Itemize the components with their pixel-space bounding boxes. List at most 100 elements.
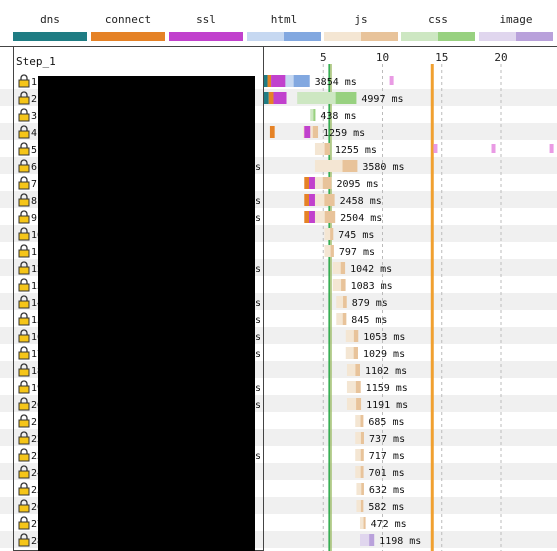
row-number: 4 (31, 128, 37, 139)
lock-icon-body (18, 368, 30, 377)
request-bar-download (360, 432, 364, 444)
url-fragment: s (255, 298, 261, 309)
request-bar-download (312, 126, 319, 138)
lock-icon-body (18, 504, 30, 513)
connect-segment (269, 126, 275, 138)
row-number: 21 (31, 417, 43, 428)
request-bar-download (353, 347, 358, 359)
duration-label: 845 ms (351, 315, 387, 326)
image-tick (433, 144, 438, 153)
request-bar-download (360, 449, 364, 461)
request-bar-download (341, 279, 346, 291)
duration-label: 4997 ms (361, 94, 403, 105)
url-fragment: s (255, 383, 261, 394)
lock-icon-body (18, 283, 30, 292)
duration-label: 1159 ms (366, 383, 408, 394)
header-row (0, 46, 557, 72)
lock-icon-body (18, 317, 30, 326)
connect-segment (304, 194, 310, 206)
request-bar (355, 432, 364, 444)
row-number: 23 (31, 451, 43, 462)
duration-label: 1198 ms (379, 536, 421, 547)
duration-label: 3854 ms (315, 77, 357, 88)
lock-icon (20, 448, 28, 454)
legend-swatch-html (247, 32, 321, 41)
request-bar (355, 415, 364, 427)
lock-icon-body (18, 164, 30, 173)
duration-label: 1029 ms (363, 349, 405, 360)
row-number: 18 (31, 366, 43, 377)
connect-segment (268, 92, 274, 104)
request-bar-download (340, 262, 346, 274)
lock-icon (20, 465, 28, 471)
url-fragment: s (255, 213, 261, 224)
lock-icon-body (18, 419, 30, 428)
lock-icon-body (18, 130, 30, 139)
lock-icon-body (18, 385, 30, 394)
duration-label: 1255 ms (335, 145, 377, 156)
legend-swatch-ssl (169, 32, 243, 41)
request-bar (324, 228, 334, 240)
request-bar (336, 313, 347, 325)
lock-icon (20, 74, 28, 80)
request-bar-download (363, 517, 366, 529)
duration-label: 879 ms (352, 298, 388, 309)
request-bar-download (324, 143, 330, 155)
legend-label-js: js (354, 13, 368, 26)
ssl-segment (309, 194, 315, 206)
lock-icon (20, 108, 28, 114)
lock-icon (20, 159, 28, 165)
redaction-block (38, 76, 255, 551)
duration-label: 438 ms (320, 111, 356, 122)
request-bar-download (293, 75, 310, 87)
row-number: 26 (31, 502, 43, 513)
row-number: 1 (31, 77, 37, 88)
legend-label-connect: connect (104, 13, 152, 26)
row-number: 3 (31, 111, 37, 122)
lock-icon (20, 176, 28, 182)
lock-icon-body (18, 470, 30, 479)
connect-segment (304, 211, 310, 223)
lock-icon (20, 533, 28, 539)
row-number: 14 (31, 298, 43, 309)
duration-label: 472 ms (371, 519, 407, 530)
lock-icon (20, 346, 28, 352)
request-bar-download (369, 534, 375, 546)
lock-icon-body (18, 79, 30, 88)
request-bar-download (360, 466, 364, 478)
legend-label-html: html (270, 13, 298, 26)
legend-swatch-connect (91, 32, 165, 41)
row-number: 15 (31, 315, 43, 326)
lock-icon-body (18, 198, 30, 207)
ssl-segment (309, 211, 315, 223)
url-fragment: s (255, 315, 261, 326)
row-number: 28 (31, 536, 43, 547)
request-bar (355, 449, 364, 461)
duration-label: 1042 ms (350, 264, 392, 275)
row-number: 27 (31, 519, 43, 530)
row-number: 24 (31, 468, 43, 479)
lock-icon-body (18, 96, 30, 105)
lock-icon (20, 431, 28, 437)
lock-icon (20, 329, 28, 335)
url-fragment: s (255, 451, 261, 462)
duration-label: 797 ms (339, 247, 375, 258)
url-fragment: s (255, 332, 261, 343)
duration-label: 1191 ms (366, 400, 408, 411)
legend-label-dns: dns (40, 13, 60, 26)
row-number: 13 (31, 281, 43, 292)
request-bar (356, 483, 364, 495)
duration-label: 2095 ms (336, 179, 378, 190)
x-tick-label: 5 (320, 51, 327, 64)
request-bar-download (342, 313, 347, 325)
request-bar (356, 500, 364, 512)
ssl-segment (304, 126, 311, 138)
row-number: 25 (31, 485, 43, 496)
ssl-segment (271, 75, 286, 87)
duration-label: 1102 ms (365, 366, 407, 377)
lock-icon-body (18, 300, 30, 309)
legend-label-ssl: ssl (196, 13, 216, 26)
legend-swatch-image (479, 32, 553, 41)
row-number: 19 (31, 383, 43, 394)
duration-label: 1083 ms (351, 281, 393, 292)
